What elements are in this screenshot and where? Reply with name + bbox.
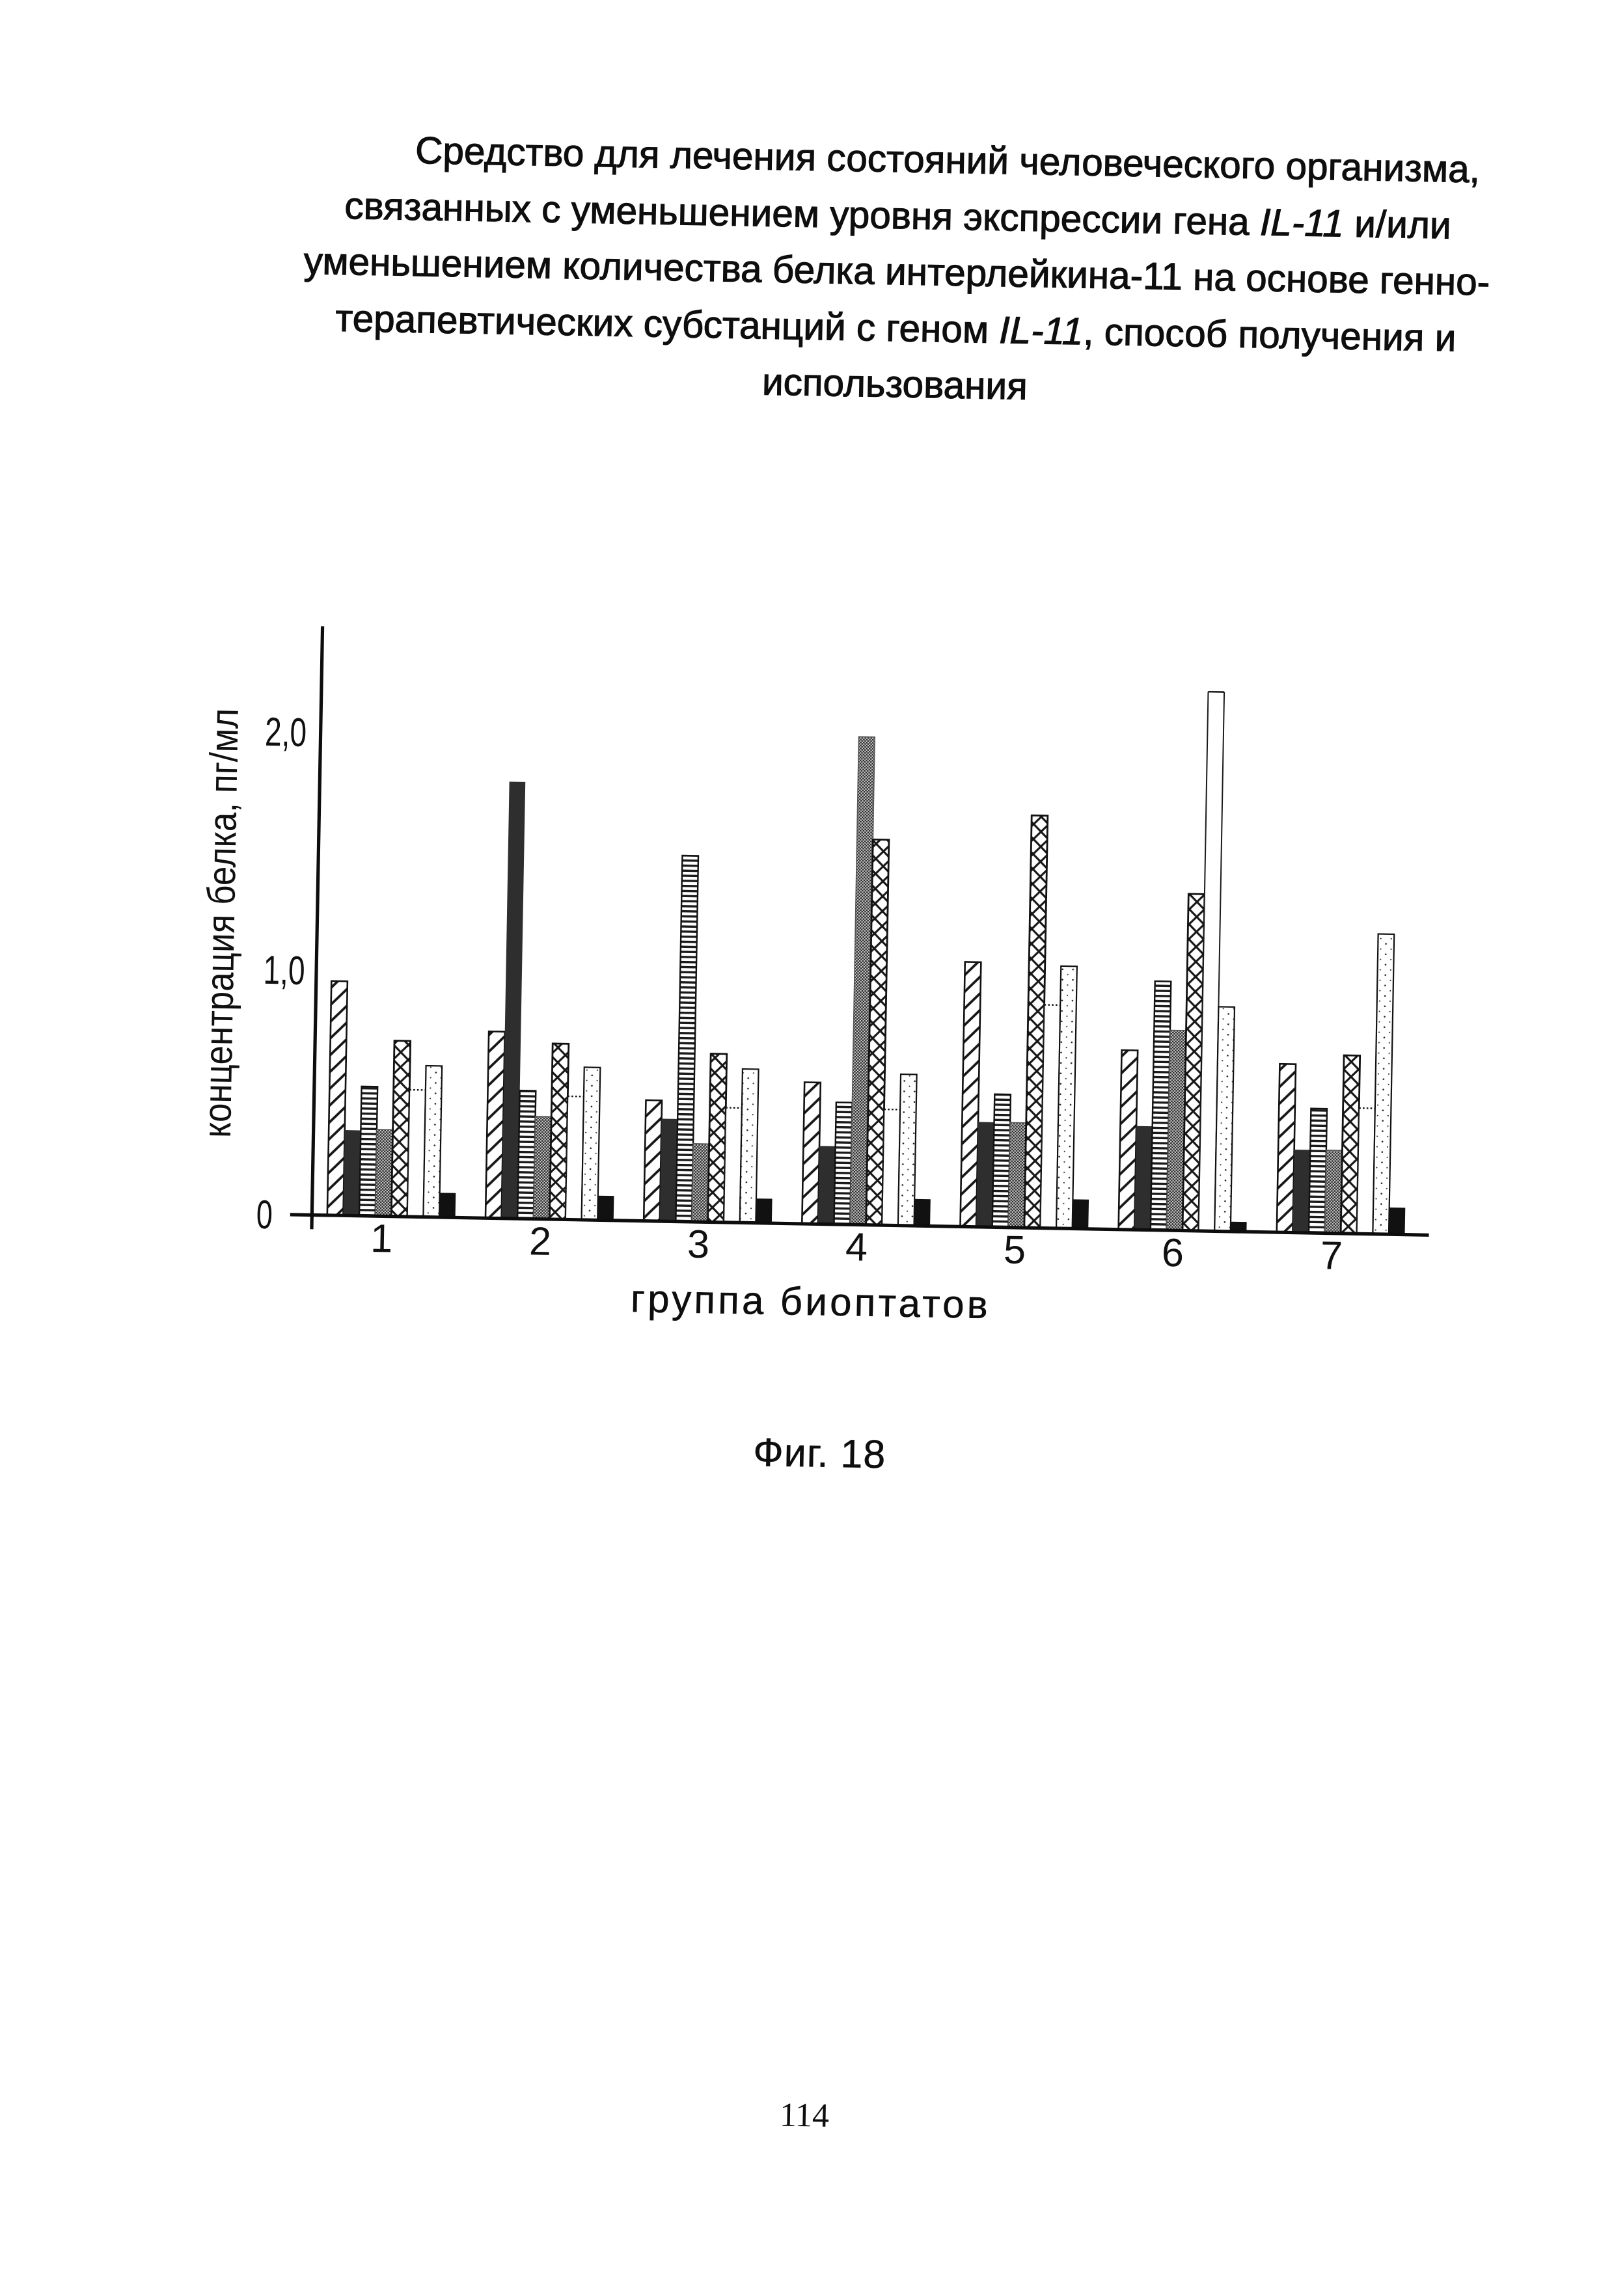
svg-text:2,0: 2,0 <box>265 710 307 755</box>
svg-text:1,0: 1,0 <box>263 948 305 993</box>
svg-text:4: 4 <box>845 1224 868 1269</box>
svg-text:0: 0 <box>256 1193 273 1237</box>
svg-text:концентрация белка, пг/мл: концентрация белка, пг/мл <box>195 708 247 1138</box>
svg-text:6: 6 <box>1161 1230 1184 1275</box>
svg-text:3: 3 <box>687 1222 710 1267</box>
svg-text:1: 1 <box>370 1216 393 1261</box>
svg-text:5: 5 <box>1003 1227 1026 1272</box>
svg-text:2: 2 <box>529 1219 552 1263</box>
svg-text:7: 7 <box>1320 1233 1343 1278</box>
